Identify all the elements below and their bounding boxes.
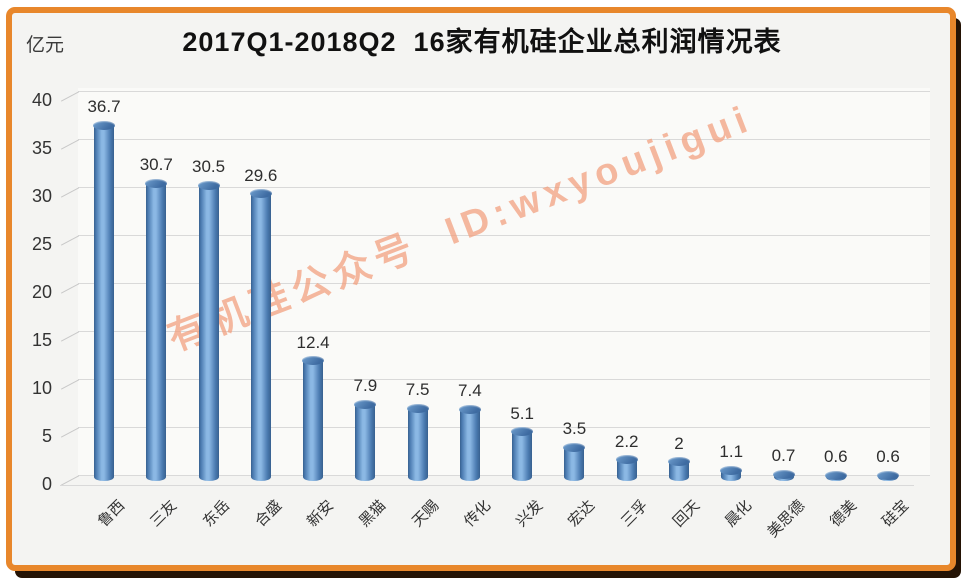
value-label: 0.6 xyxy=(823,447,848,467)
gridline xyxy=(78,91,930,92)
axis-depth-tick xyxy=(60,282,80,294)
value-label: 7.5 xyxy=(405,380,430,400)
floor-front-edge xyxy=(60,484,914,486)
bar-top-ellipse xyxy=(406,403,429,413)
bar-top-ellipse xyxy=(667,457,690,467)
value-label: 3.5 xyxy=(562,419,587,439)
y-axis-label: 15 xyxy=(31,329,52,350)
bar-top-ellipse xyxy=(511,427,534,437)
bar-cylinder xyxy=(721,470,742,481)
y-axis-label: 0 xyxy=(41,473,52,494)
bar-top-ellipse xyxy=(772,469,795,479)
gridline xyxy=(78,427,930,428)
bar-top-ellipse xyxy=(145,178,168,188)
value-label: 36.7 xyxy=(87,97,121,116)
gridline xyxy=(78,235,930,236)
y-axis-unit-label: 亿元 xyxy=(26,35,65,56)
bar-cylinder xyxy=(616,459,637,481)
gridline xyxy=(78,283,930,284)
bar-top-ellipse xyxy=(720,465,743,475)
bar-cylinder xyxy=(564,447,585,481)
value-label: 0.6 xyxy=(876,447,900,467)
bar-top-ellipse xyxy=(197,180,220,190)
bar-cylinder xyxy=(303,360,324,481)
value-label: 5.1 xyxy=(510,403,534,423)
y-axis-label: 40 xyxy=(31,89,52,110)
value-label: 12.4 xyxy=(296,332,330,352)
y-axis-label: 35 xyxy=(31,137,52,158)
bar-cylinder xyxy=(355,404,376,481)
gridline xyxy=(78,331,930,332)
bar-cylinder xyxy=(512,431,533,481)
value-label: 30.7 xyxy=(139,155,173,175)
bar-cylinder xyxy=(198,185,219,481)
y-axis-label: 25 xyxy=(31,233,52,254)
axis-depth-tick xyxy=(60,330,80,342)
bar-top-ellipse xyxy=(302,356,325,366)
value-label: 2.2 xyxy=(614,431,639,451)
bar-top-ellipse xyxy=(458,404,481,414)
bar-top-ellipse xyxy=(354,399,377,409)
chart-title: 2017Q1-2018Q2 16家有机硅企业总利润情况表 xyxy=(182,27,782,57)
gridline xyxy=(78,139,930,140)
bar-cylinder xyxy=(459,409,480,481)
value-label: 2 xyxy=(674,433,684,453)
bar-cylinder xyxy=(668,461,689,481)
gridline xyxy=(78,187,930,188)
bar-cylinder xyxy=(146,183,167,481)
value-label: 0.7 xyxy=(771,446,796,466)
value-label: 7.4 xyxy=(458,381,482,401)
bar-cylinder xyxy=(94,125,114,481)
y-axis-label: 10 xyxy=(31,377,52,398)
bar-top-ellipse xyxy=(249,189,272,199)
axis-depth-tick xyxy=(60,234,80,246)
value-label: 1.1 xyxy=(719,442,744,462)
y-axis-label: 5 xyxy=(41,425,52,446)
axis-depth-tick xyxy=(60,426,80,438)
bar-top-ellipse xyxy=(93,120,115,130)
bar-top-ellipse xyxy=(824,470,847,480)
bar-top-ellipse xyxy=(615,455,638,465)
value-label: 7.9 xyxy=(353,376,378,396)
value-label: 30.5 xyxy=(191,157,226,177)
gridline xyxy=(78,475,930,476)
plot-backwall xyxy=(78,88,930,475)
value-label: 29.6 xyxy=(244,165,278,185)
bar-cylinder xyxy=(250,193,271,481)
bar-top-ellipse xyxy=(563,442,586,452)
gridline xyxy=(78,379,930,380)
axis-depth-tick xyxy=(60,186,80,198)
y-axis-label: 20 xyxy=(31,281,52,302)
bar-top-ellipse xyxy=(877,470,900,480)
axis-depth-tick xyxy=(60,378,80,390)
y-axis-label: 30 xyxy=(31,185,52,206)
bar-cylinder xyxy=(407,408,428,481)
axis-depth-tick xyxy=(60,138,80,150)
